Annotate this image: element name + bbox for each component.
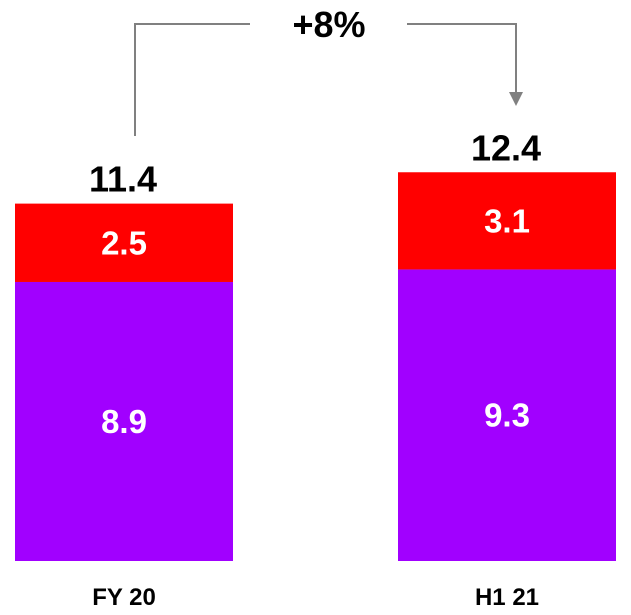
growth-label: +8%: [292, 4, 365, 45]
bar-segment-1-1: [15, 281, 233, 561]
growth-bracket-right-arrow: [407, 23, 517, 92]
category-label: H1 21: [475, 584, 539, 611]
segment-value-label: 3.1: [484, 202, 530, 239]
segment-value-label: 2.5: [101, 224, 147, 261]
segment-value-label: 9.3: [484, 397, 530, 434]
total-value-label: 12.4: [471, 127, 541, 168]
bars-group: [15, 172, 616, 561]
category-label: FY 20: [92, 584, 156, 611]
labels-group: 8.9 2.5 11.4 FY 20 9.3 3.1 12.4 H1 21: [89, 127, 541, 611]
growth-bracket-left-line: [134, 23, 250, 136]
total-value-label: 11.4: [89, 159, 157, 200]
bar-segment-1-2: [15, 203, 233, 282]
growth-bracket: [134, 23, 523, 136]
arrowhead-icon: [509, 92, 523, 106]
segment-value-label: 8.9: [101, 403, 147, 440]
bar-segment-2-1: [398, 269, 616, 561]
bar-segment-2-2: [398, 172, 616, 270]
